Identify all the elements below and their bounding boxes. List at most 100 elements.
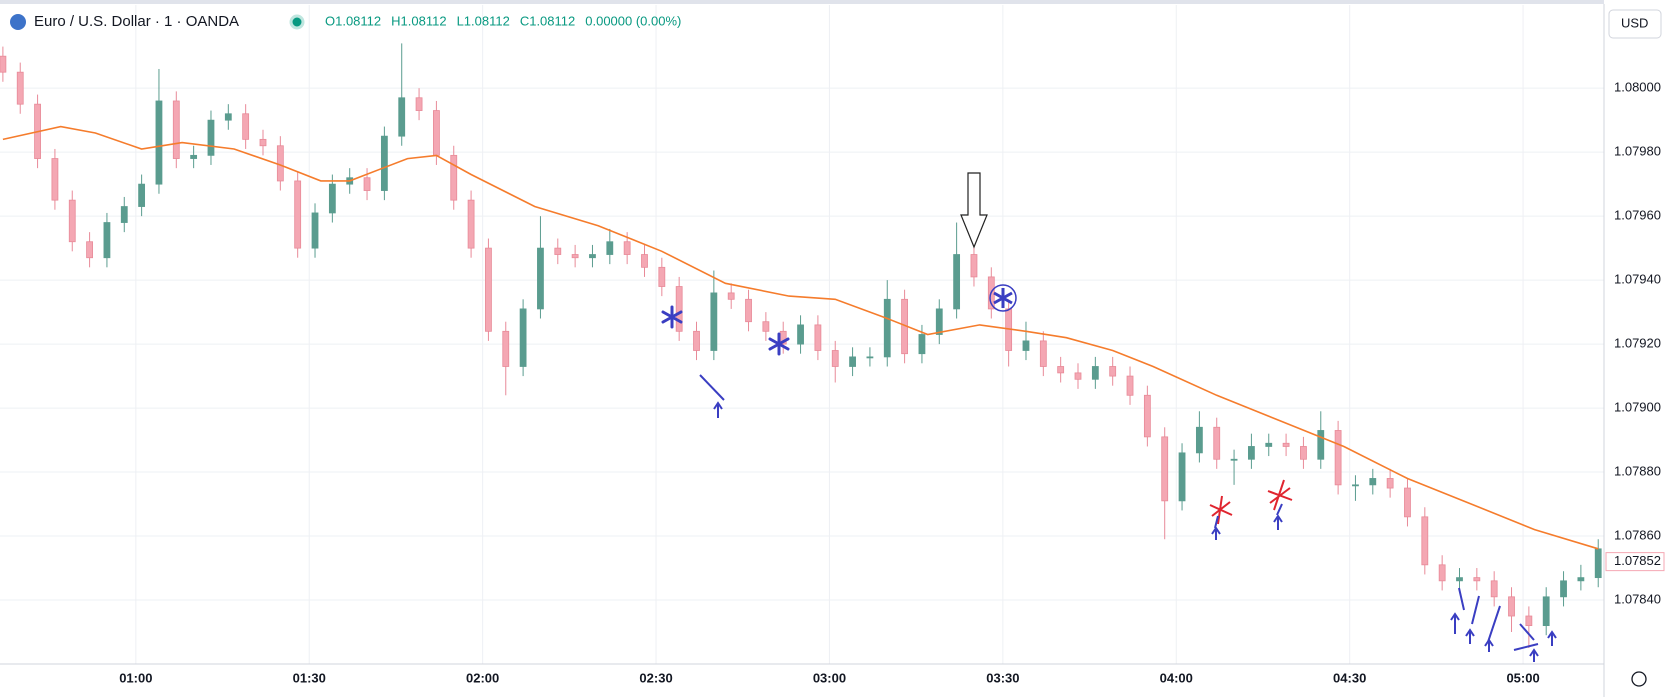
candle-body	[1421, 516, 1429, 566]
candle-body	[762, 321, 770, 332]
circle-marker	[989, 284, 1017, 312]
candle-body	[935, 308, 943, 335]
candle-body	[1195, 426, 1203, 454]
candle-body	[1352, 484, 1359, 487]
candle-body	[745, 298, 752, 323]
y-tick-label: 1.07840	[1614, 591, 1661, 606]
candle-body	[1334, 430, 1342, 486]
candle-body	[0, 55, 7, 73]
candle-body	[328, 183, 336, 214]
candle-body	[1039, 340, 1047, 367]
header-values: O1.08112 H1.08112 L1.08112 C1.08112 0.00000 …	[325, 13, 681, 28]
candle-body	[1109, 366, 1117, 377]
settings-icon[interactable]	[1631, 671, 1647, 687]
y-tick-label: 1.07980	[1614, 144, 1661, 159]
currency-label[interactable]: USD	[1621, 15, 1648, 30]
currency-button[interactable]	[1608, 9, 1662, 39]
candle-body	[155, 100, 163, 185]
candle-body	[224, 113, 232, 121]
x-tick-label: 03:30	[986, 670, 1019, 685]
candle-body	[172, 100, 180, 159]
header-value: O1.08112	[325, 13, 381, 28]
candle-body	[1577, 577, 1585, 582]
y-tick-label: 1.07920	[1614, 336, 1661, 351]
candle-body	[1248, 446, 1255, 460]
candle-body	[866, 356, 874, 359]
candle-body	[363, 177, 371, 191]
candle-body	[120, 206, 128, 223]
candle-body	[831, 350, 839, 367]
candle-body	[1317, 430, 1325, 460]
candle-body	[970, 254, 978, 278]
candle-body	[1508, 596, 1515, 617]
candle-body	[450, 154, 458, 201]
candle-body	[1057, 366, 1065, 374]
x-tick-label: 03:00	[813, 670, 846, 685]
candle-body	[415, 97, 423, 111]
candle-body	[1490, 580, 1498, 598]
y-tick-label: 1.07860	[1614, 527, 1661, 542]
candle-body	[918, 334, 926, 355]
candle-body	[1594, 548, 1602, 579]
candle-body	[623, 241, 631, 255]
axes: 1.07840 1.07860 1.07880 1.07900 1.07920 1.079…	[119, 80, 1665, 685]
top-bar	[0, 0, 1673, 4]
candle-body	[1456, 577, 1463, 582]
candle-body	[1300, 446, 1307, 460]
candle-body	[589, 254, 596, 259]
red-star	[1209, 479, 1293, 525]
symbol-title: Euro / U.S. Dollar · 1 · OANDA	[34, 13, 239, 30]
candle-body	[1161, 436, 1169, 502]
y-tick-label: 1.07900	[1614, 400, 1661, 415]
candle-body	[554, 247, 562, 255]
candle-body	[1126, 375, 1134, 396]
price-axis	[1604, 0, 1673, 697]
candle-body	[1438, 564, 1446, 582]
candle-body	[467, 199, 475, 249]
last-price-box	[1605, 552, 1665, 572]
candle-body	[242, 113, 250, 140]
header-value: H1.08112	[391, 13, 446, 28]
candle-body	[138, 183, 146, 207]
symbol-icon	[10, 14, 26, 30]
candle-body	[259, 138, 267, 147]
header-value: C1.08112	[520, 13, 575, 28]
candle-body	[1143, 394, 1151, 438]
candle-body	[1022, 340, 1030, 351]
x-tick-label: 01:30	[293, 670, 326, 685]
candle-body	[710, 292, 718, 351]
asterisk	[993, 288, 1013, 308]
candle-body	[207, 119, 215, 156]
header-value: L1.08112	[457, 13, 510, 28]
candle-body	[537, 247, 544, 310]
candle-body	[1091, 366, 1099, 380]
last-price-label: 1.07852	[1614, 553, 1661, 568]
x-tick-label: 02:30	[639, 670, 672, 685]
candle-body	[675, 286, 683, 332]
y-tick-label: 1.07940	[1614, 272, 1661, 287]
candle-body	[276, 145, 284, 182]
x-tick-label: 02:00	[466, 670, 499, 685]
candle-body	[1213, 426, 1221, 460]
candle-body	[1178, 452, 1186, 502]
candle-body	[16, 71, 24, 105]
drawings	[661, 172, 1557, 662]
candle-body	[51, 158, 59, 201]
candle-body	[1265, 442, 1273, 447]
candle-body	[1230, 458, 1238, 461]
candle-body	[519, 308, 527, 367]
x-tick-label: 04:30	[1333, 670, 1366, 685]
candle-body	[797, 324, 804, 345]
candle-body	[380, 135, 388, 191]
candle-body	[485, 247, 492, 332]
candle-body	[311, 212, 319, 249]
status-dot	[289, 14, 305, 30]
candle-body	[1560, 580, 1567, 598]
candle-body	[953, 254, 961, 310]
moving-average-line	[2, 125, 1599, 550]
y-tick-label: 1.07960	[1614, 208, 1661, 223]
candle-body	[1282, 442, 1290, 447]
candle-body	[1369, 478, 1377, 486]
candle-body	[1386, 478, 1394, 489]
